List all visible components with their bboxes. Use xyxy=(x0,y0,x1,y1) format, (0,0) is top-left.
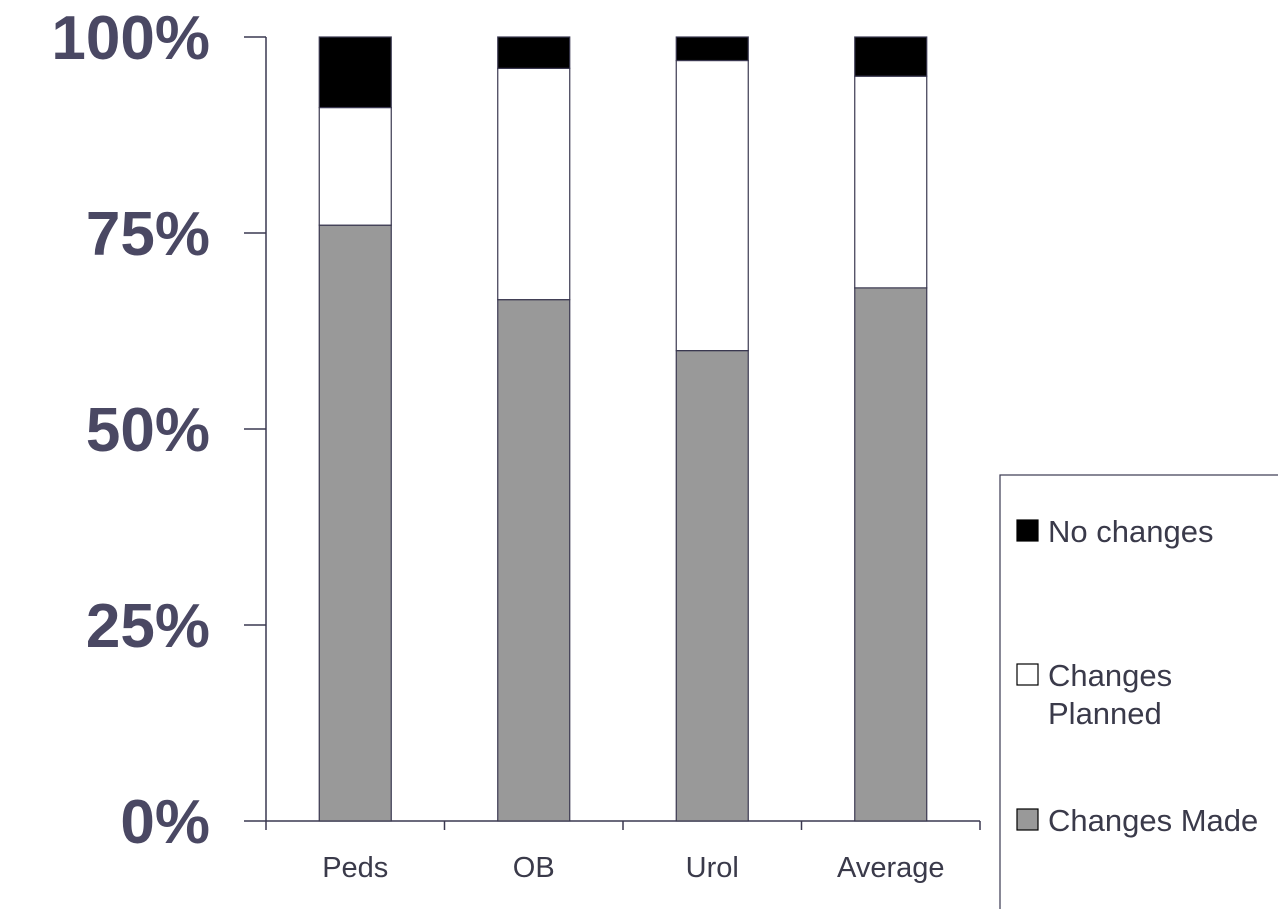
x-tick-label: Average xyxy=(837,852,945,884)
y-tick-label: 75% xyxy=(86,200,210,269)
bar-segment-no-changes-average xyxy=(854,36,928,77)
bar-segment-changes-planned-peds xyxy=(318,106,392,226)
bar-segment-changes-made-urol xyxy=(675,350,749,822)
legend-label-changes-planned: Changes Planned xyxy=(1048,658,1172,731)
x-axis-tick-labels: Peds OB Urol Average xyxy=(322,852,944,884)
legend-swatch-changes-made xyxy=(1016,808,1039,831)
legend-box xyxy=(999,474,1278,909)
x-tick-label: Peds xyxy=(322,852,388,884)
legend-swatch-changes-planned xyxy=(1016,663,1039,686)
bar-segment-changes-made-average xyxy=(854,287,928,822)
y-axis-tick-labels: 0% 25% 50% 75% 100% xyxy=(51,4,210,857)
y-tick-label: 100% xyxy=(51,4,210,73)
y-tick-label: 25% xyxy=(86,592,210,661)
x-tick-label: OB xyxy=(513,852,555,884)
bar-segment-no-changes-ob xyxy=(497,36,571,69)
bar-segment-changes-planned-ob xyxy=(497,67,571,301)
bar-segment-no-changes-peds xyxy=(318,36,392,109)
bar-segment-changes-made-ob xyxy=(497,299,571,822)
chart-legend: No changes Changes Planned Changes Made xyxy=(999,474,1278,909)
x-tick-label: Urol xyxy=(686,852,739,884)
y-tick-label: 0% xyxy=(120,788,210,857)
legend-swatch-no-changes xyxy=(1016,519,1039,542)
bar-segment-changes-planned-average xyxy=(854,75,928,289)
y-tick-label: 50% xyxy=(86,396,210,465)
legend-label-no-changes: No changes xyxy=(1048,514,1213,549)
legend-label-changes-made: Changes Made xyxy=(1048,803,1258,838)
bar-segment-changes-made-peds xyxy=(318,224,392,822)
bar-segment-no-changes-urol xyxy=(675,36,749,62)
chart-bars xyxy=(318,36,928,822)
bar-segment-changes-planned-urol xyxy=(675,59,749,352)
